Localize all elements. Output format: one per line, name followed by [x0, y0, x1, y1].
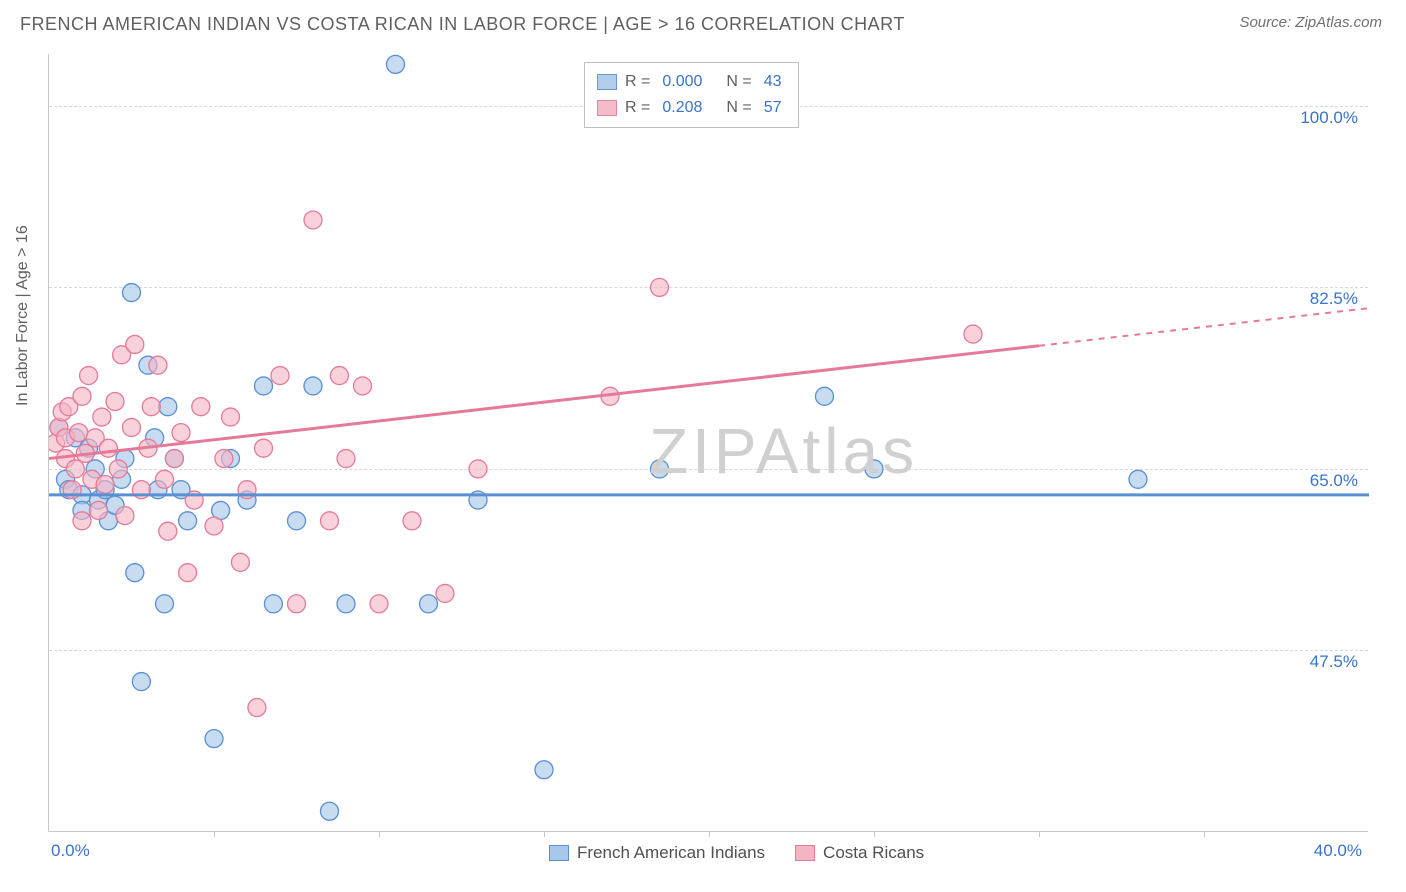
- data-point: [1129, 470, 1147, 488]
- data-point: [248, 699, 266, 717]
- data-point: [172, 424, 190, 442]
- data-point: [354, 377, 372, 395]
- data-point: [123, 418, 141, 436]
- y-axis-label: In Labor Force | Age > 16: [14, 225, 32, 406]
- corr-r-value: 0.208: [662, 95, 702, 121]
- data-point: [70, 424, 88, 442]
- data-point: [63, 481, 81, 499]
- data-point: [264, 595, 282, 613]
- scatter-layer: [49, 54, 1369, 832]
- data-point: [288, 595, 306, 613]
- data-point: [179, 512, 197, 530]
- data-point: [304, 211, 322, 229]
- corr-legend-row: R = 0.000 N = 43: [597, 69, 786, 95]
- data-point: [185, 491, 203, 509]
- data-point: [255, 439, 273, 457]
- data-point: [123, 284, 141, 302]
- data-point: [66, 460, 84, 478]
- data-point: [271, 367, 289, 385]
- data-point: [165, 450, 183, 468]
- data-point: [222, 408, 240, 426]
- data-point: [337, 595, 355, 613]
- x-max-label: 40.0%: [1314, 841, 1362, 861]
- correlation-legend: R = 0.000 N = 43 R = 0.208 N = 57: [584, 62, 799, 128]
- corr-legend-row: R = 0.208 N = 57: [597, 95, 786, 121]
- data-point: [420, 595, 438, 613]
- data-point: [215, 450, 233, 468]
- data-point: [337, 450, 355, 468]
- corr-n-label: N =: [726, 95, 751, 121]
- x-min-label: 0.0%: [51, 841, 90, 861]
- data-point: [132, 481, 150, 499]
- source-label: Source: ZipAtlas.com: [1239, 14, 1382, 31]
- legend-swatch: [597, 74, 617, 90]
- corr-r-value: 0.000: [662, 69, 702, 95]
- data-point: [73, 387, 91, 405]
- corr-n-value: 57: [764, 95, 782, 121]
- data-point: [126, 564, 144, 582]
- data-point: [109, 460, 127, 478]
- data-point: [436, 584, 454, 602]
- data-point: [964, 325, 982, 343]
- data-point: [96, 475, 114, 493]
- data-point: [156, 595, 174, 613]
- data-point: [304, 377, 322, 395]
- legend-label: Costa Ricans: [823, 843, 924, 863]
- data-point: [601, 387, 619, 405]
- data-point: [231, 553, 249, 571]
- corr-n-value: 43: [764, 69, 782, 95]
- data-point: [179, 564, 197, 582]
- data-point: [330, 367, 348, 385]
- data-point: [321, 512, 339, 530]
- legend-swatch: [549, 845, 569, 861]
- data-point: [159, 522, 177, 540]
- data-point: [535, 761, 553, 779]
- data-point: [126, 335, 144, 353]
- data-point: [93, 408, 111, 426]
- data-point: [159, 398, 177, 416]
- data-point: [73, 512, 91, 530]
- data-point: [106, 393, 124, 411]
- data-point: [387, 55, 405, 73]
- data-point: [99, 439, 117, 457]
- data-point: [651, 460, 669, 478]
- data-point: [469, 460, 487, 478]
- data-point: [370, 595, 388, 613]
- data-point: [192, 398, 210, 416]
- data-point: [288, 512, 306, 530]
- data-point: [205, 517, 223, 535]
- corr-n-label: N =: [726, 69, 751, 95]
- chart-title: FRENCH AMERICAN INDIAN VS COSTA RICAN IN…: [20, 14, 905, 35]
- corr-r-label: R =: [625, 69, 650, 95]
- data-point: [403, 512, 421, 530]
- legend-swatch: [597, 100, 617, 116]
- data-point: [469, 491, 487, 509]
- data-point: [132, 673, 150, 691]
- data-point: [205, 730, 223, 748]
- plot-area: ZIPAtlas R =0.000N =43R =0.208N =57 Fren…: [48, 54, 1368, 832]
- legend-item: Costa Ricans: [795, 843, 924, 863]
- legend-label: French American Indians: [577, 843, 765, 863]
- data-point: [90, 501, 108, 519]
- data-point: [865, 460, 883, 478]
- data-point: [142, 398, 160, 416]
- data-point: [139, 439, 157, 457]
- legend-swatch: [795, 845, 815, 861]
- data-point: [76, 444, 94, 462]
- corr-r-label: R =: [625, 95, 650, 121]
- data-point: [116, 507, 134, 525]
- data-point: [255, 377, 273, 395]
- data-point: [651, 278, 669, 296]
- data-point: [238, 481, 256, 499]
- data-point: [156, 470, 174, 488]
- data-point: [816, 387, 834, 405]
- data-point: [80, 367, 98, 385]
- series-legend: French American Indians Costa Ricans: [549, 843, 924, 863]
- legend-item: French American Indians: [549, 843, 765, 863]
- data-point: [321, 802, 339, 820]
- data-point: [149, 356, 167, 374]
